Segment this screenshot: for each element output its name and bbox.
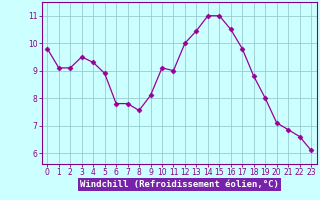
X-axis label: Windchill (Refroidissement éolien,°C): Windchill (Refroidissement éolien,°C): [80, 180, 279, 189]
